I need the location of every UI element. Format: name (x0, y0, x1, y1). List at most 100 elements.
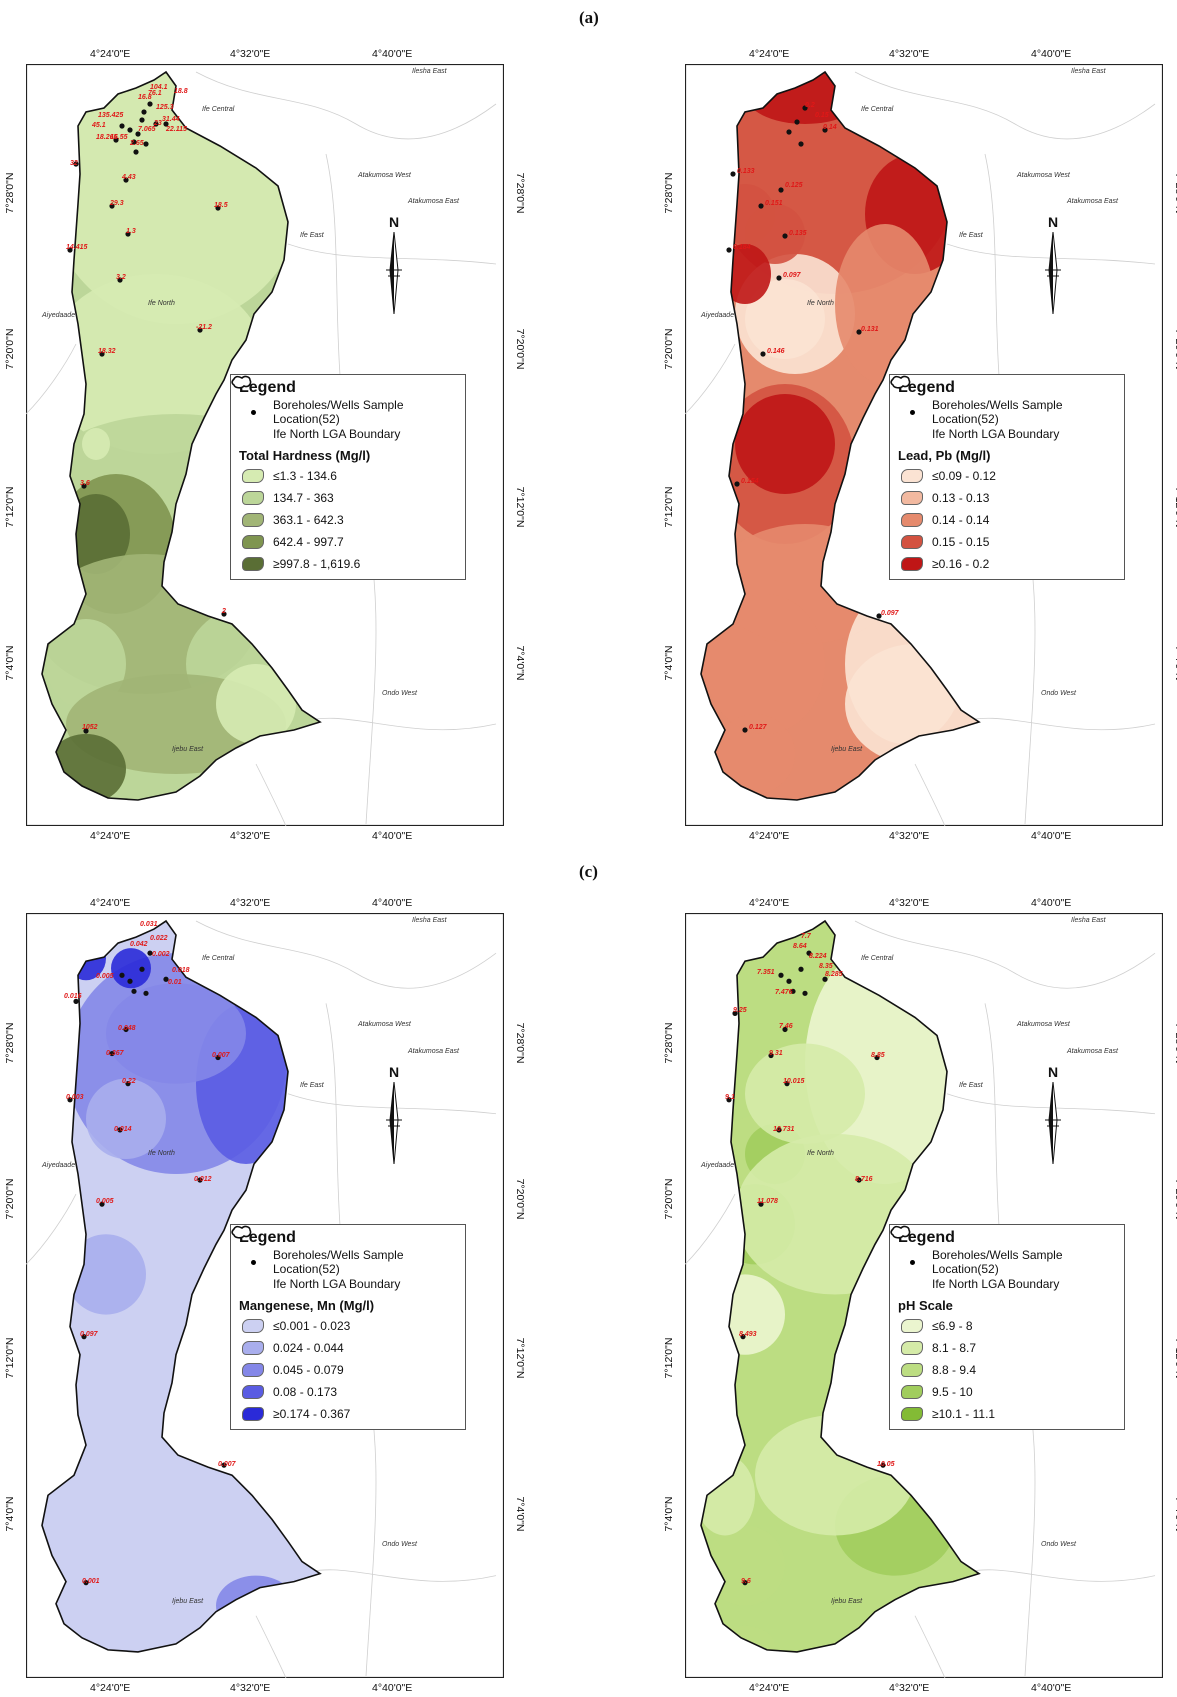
boundary-outline-icon (890, 375, 911, 389)
legend-class-symbol (898, 534, 926, 550)
sample-value-label: 0.042 (130, 941, 148, 949)
legend-class-row: 363.1 - 642.3 (239, 509, 457, 531)
lat-tick-left: 7°4'0"N (663, 1496, 675, 1532)
place-label: Ondo West (1041, 1541, 1076, 1549)
legend-class-symbol (898, 1406, 926, 1422)
lat-tick-right: 7°4'0"N (514, 645, 526, 681)
legend-class-row: 8.8 - 9.4 (898, 1359, 1116, 1381)
legend-class-row: ≤0.09 - 0.12 (898, 465, 1116, 487)
legend-row-samples: Boreholes/Wells Sample Location(52) (239, 398, 457, 426)
lat-tick-left: 7°28'0"N (4, 172, 16, 214)
place-label: Ife Central (202, 106, 235, 113)
lat-tick-left: 7°20'0"N (663, 1178, 675, 1220)
sample-point (790, 988, 796, 994)
sample-value-label: 14.415 (66, 244, 88, 251)
sample-point (67, 247, 73, 253)
legend-row-samples: Boreholes/Wells Sample Location(52) (239, 1248, 457, 1276)
sample-point (782, 1026, 788, 1033)
north-arrow-icon (1045, 231, 1061, 315)
sample-point (109, 1050, 115, 1057)
sample-value-label: 0.002 (152, 951, 170, 959)
sample-value-label: 10.731 (773, 1125, 795, 1133)
legend-class-symbol (239, 534, 267, 550)
legend-box: Legend Boreholes/Wells Sample Location(52… (889, 374, 1125, 580)
lon-tick-top: 4°24'0"E (749, 897, 790, 909)
lon-tick-top: 4°24'0"E (749, 48, 790, 60)
sample-value-label: 8.493 (739, 1330, 757, 1338)
legend-class-label: 0.15 - 0.15 (932, 535, 990, 549)
lat-tick-right: 7°20'0"N (514, 1178, 526, 1220)
lat-tick-left: 7°4'0"N (663, 645, 675, 681)
sample-value-label: 76.1 (148, 90, 162, 97)
sample-point (147, 101, 153, 107)
sample-value-label: 10.015 (783, 1077, 805, 1085)
sample-point (798, 141, 804, 147)
sample-value-label: 0.131 (861, 326, 879, 333)
sample-point (163, 121, 169, 127)
sample-point (822, 127, 828, 133)
sample-value-label: 32 (70, 160, 78, 167)
legend-class-row: ≤0.001 - 0.023 (239, 1315, 457, 1337)
sample-point (163, 976, 169, 982)
lat-tick-right: 7°12'0"N (1173, 486, 1177, 528)
sample-value-label: 0.15 (815, 112, 829, 119)
sample-point (67, 1097, 73, 1103)
class-swatch (242, 1341, 264, 1356)
lat-tick-left: 7°20'0"N (4, 1178, 16, 1220)
legend-class-label: ≤1.3 - 134.6 (273, 469, 337, 483)
sample-value-label: 8.35 (819, 963, 833, 971)
lon-tick-bottom: 4°24'0"E (90, 1682, 131, 1694)
sample-point (760, 351, 766, 357)
place-label: Ife North (807, 300, 834, 307)
legend-class-symbol (239, 468, 267, 484)
sample-value-label: 16.55 (110, 134, 128, 141)
sample-value-label: 16.8 (138, 94, 152, 101)
sample-point (125, 1081, 131, 1087)
sample-value-label: 125.3 (156, 104, 174, 111)
legend-class-row: 0.024 - 0.044 (239, 1337, 457, 1359)
sample-value-label: 2.65 (130, 140, 144, 147)
lat-tick-left: 7°28'0"N (663, 1022, 675, 1063)
sample-point (127, 978, 133, 984)
class-swatch (901, 513, 923, 527)
sample-dot-icon (909, 1259, 915, 1265)
legend-row-boundary: Ife North LGA Boundary (890, 375, 1116, 445)
sample-value-label: 104.1 (150, 84, 168, 91)
place-label: Ijebu East (831, 1597, 863, 1605)
legend-class-label: ≤6.9 - 8 (932, 1319, 973, 1334)
legend-class-row: ≥997.8 - 1,619.6 (239, 553, 457, 575)
class-swatch (242, 513, 264, 527)
sample-value-label: 0.146 (767, 348, 785, 355)
sample-value-label: 0.133 (737, 168, 755, 175)
legend-class-label: ≥997.8 - 1,619.6 (273, 557, 361, 571)
sample-point (141, 109, 147, 115)
sample-point (880, 1462, 886, 1468)
legend-map-title: pH Scale (898, 1298, 953, 1314)
north-arrow-label: N (1047, 214, 1059, 230)
place-label: Ife Central (861, 955, 894, 963)
sample-point (742, 1580, 748, 1586)
place-label: Ondo West (1041, 690, 1076, 697)
legend-box: Legend Boreholes/Wells Sample Location(52… (230, 1224, 466, 1431)
sample-value-label: 0.127 (749, 724, 767, 731)
sample-value-label: 31.44 (162, 116, 180, 123)
class-swatch (242, 1407, 264, 1422)
lon-tick-top: 4°24'0"E (90, 897, 131, 909)
legend-class-row: 0.13 - 0.13 (898, 487, 1116, 509)
north-arrow-icon (386, 1081, 402, 1164)
lat-tick-left: 7°4'0"N (4, 1496, 16, 1532)
legend-class-label: 8.1 - 8.7 (932, 1341, 977, 1356)
lat-tick-left: 7°12'0"N (663, 486, 675, 528)
class-swatch (901, 1341, 923, 1356)
sample-value-label: 0.367 (106, 1049, 124, 1057)
legend-sample-label: Boreholes/Wells Sample Location(52) (932, 1248, 1063, 1277)
sample-value-label: 0.097 (881, 610, 899, 617)
boundary-outline-icon (231, 1225, 252, 1239)
legend-sample-symbol (898, 404, 926, 420)
lon-tick-top: 4°40'0"E (1031, 897, 1072, 909)
sample-point (125, 231, 131, 237)
sample-point (740, 1334, 746, 1340)
lon-tick-bottom: 4°40'0"E (1031, 1682, 1072, 1694)
sample-point (123, 1026, 129, 1033)
sample-point (119, 123, 125, 129)
